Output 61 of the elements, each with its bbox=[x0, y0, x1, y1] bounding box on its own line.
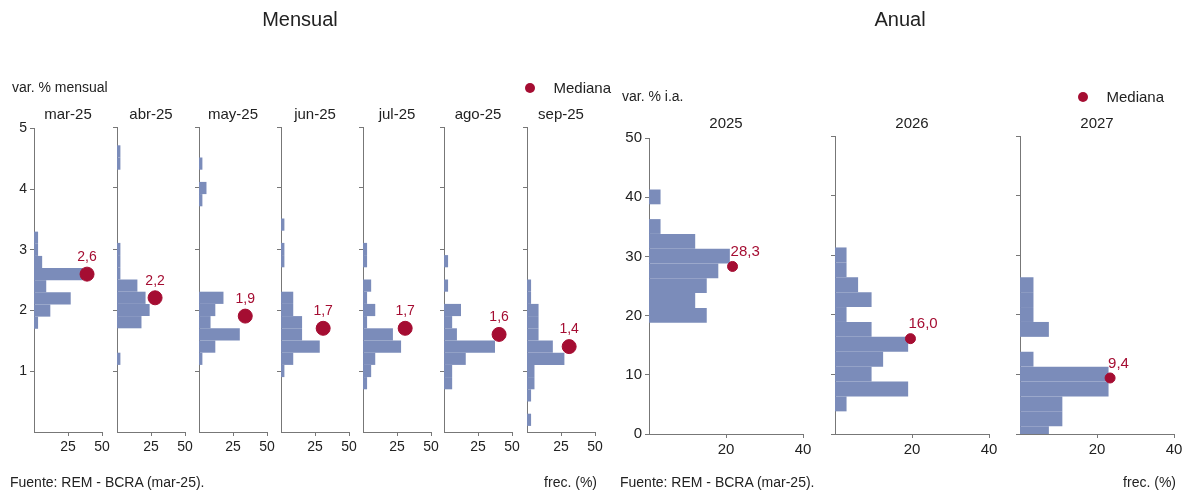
x-tick-label: 25 bbox=[470, 438, 486, 455]
y-tick-label: 5 bbox=[19, 119, 28, 136]
x-tick-label: 25 bbox=[143, 438, 159, 455]
y-axis-title: var. % mensual bbox=[12, 79, 108, 95]
chart-title: 2025 bbox=[708, 114, 744, 131]
y-tick-label: 50 bbox=[625, 128, 642, 146]
chart-title: ago-25 bbox=[453, 105, 503, 122]
x-tick-label: 20 bbox=[903, 440, 921, 458]
x-tick-label: 20 bbox=[717, 440, 735, 458]
source-note: Fuente: REM - BCRA (mar-25). bbox=[620, 474, 815, 490]
x-axis-title: frec. (%) bbox=[544, 474, 597, 490]
annotation: 9,4 bbox=[1108, 353, 1129, 371]
annotation: 1,9 bbox=[235, 289, 256, 306]
x-tick-label: 20 bbox=[1088, 440, 1106, 458]
x-tick-label: 25 bbox=[307, 438, 323, 455]
y-tick-label: 0 bbox=[633, 424, 642, 442]
annotation: 1,6 bbox=[489, 308, 510, 325]
annotation: 2,2 bbox=[145, 271, 166, 288]
annotation: 16,0 bbox=[908, 314, 938, 332]
chart-title: jul-25 bbox=[377, 105, 417, 122]
x-tick-label: 50 bbox=[587, 438, 603, 455]
y-tick-label: 40 bbox=[625, 187, 642, 205]
x-tick-label: 40 bbox=[794, 440, 812, 458]
y-tick-label: 3 bbox=[19, 240, 28, 257]
chart-title: mar-25 bbox=[43, 105, 93, 122]
chart-title: 2026 bbox=[894, 114, 930, 131]
chart-title: jun-25 bbox=[293, 105, 337, 122]
text: Anual bbox=[873, 8, 927, 31]
x-tick-label: 50 bbox=[94, 438, 110, 455]
chart-title: 2027 bbox=[1079, 114, 1115, 131]
x-tick-label: 50 bbox=[259, 438, 275, 455]
y-tick-label: 2 bbox=[19, 301, 28, 318]
chart-title: abr-25 bbox=[128, 105, 174, 122]
x-tick-label: 40 bbox=[980, 440, 998, 458]
y-tick-label: 1 bbox=[19, 362, 28, 379]
text: Mensual bbox=[261, 8, 339, 31]
annotation: 2,6 bbox=[77, 247, 97, 264]
y-tick-label: 20 bbox=[625, 305, 642, 323]
y-tick-label: 30 bbox=[625, 246, 642, 264]
x-tick-label: 40 bbox=[1165, 440, 1183, 458]
annotation: 1,4 bbox=[559, 320, 580, 337]
annotation: 28,3 bbox=[730, 242, 760, 260]
chart-title: sep-25 bbox=[537, 105, 585, 122]
source-note: Fuente: REM - BCRA (mar-25). bbox=[10, 474, 205, 490]
annotation: 1,7 bbox=[395, 302, 416, 319]
x-tick-label: 50 bbox=[504, 438, 520, 455]
x-tick-label: 50 bbox=[423, 438, 439, 455]
y-axis-title: var. % i.a. bbox=[622, 88, 684, 104]
x-tick-label: 25 bbox=[60, 438, 76, 455]
x-tick-label: 50 bbox=[177, 438, 193, 455]
annotation: 1,7 bbox=[313, 302, 334, 319]
x-tick-label: 25 bbox=[553, 438, 569, 455]
x-tick-label: 25 bbox=[389, 438, 405, 455]
x-tick-label: 25 bbox=[225, 438, 241, 455]
y-tick-label: 4 bbox=[19, 179, 28, 196]
chart-title: may-25 bbox=[207, 105, 259, 122]
x-axis-title: frec. (%) bbox=[1123, 474, 1176, 490]
legend-label: Mediana bbox=[1106, 88, 1164, 105]
y-tick-label: 10 bbox=[625, 364, 642, 382]
legend-label: Mediana bbox=[553, 79, 611, 96]
x-tick-label: 50 bbox=[341, 438, 357, 455]
